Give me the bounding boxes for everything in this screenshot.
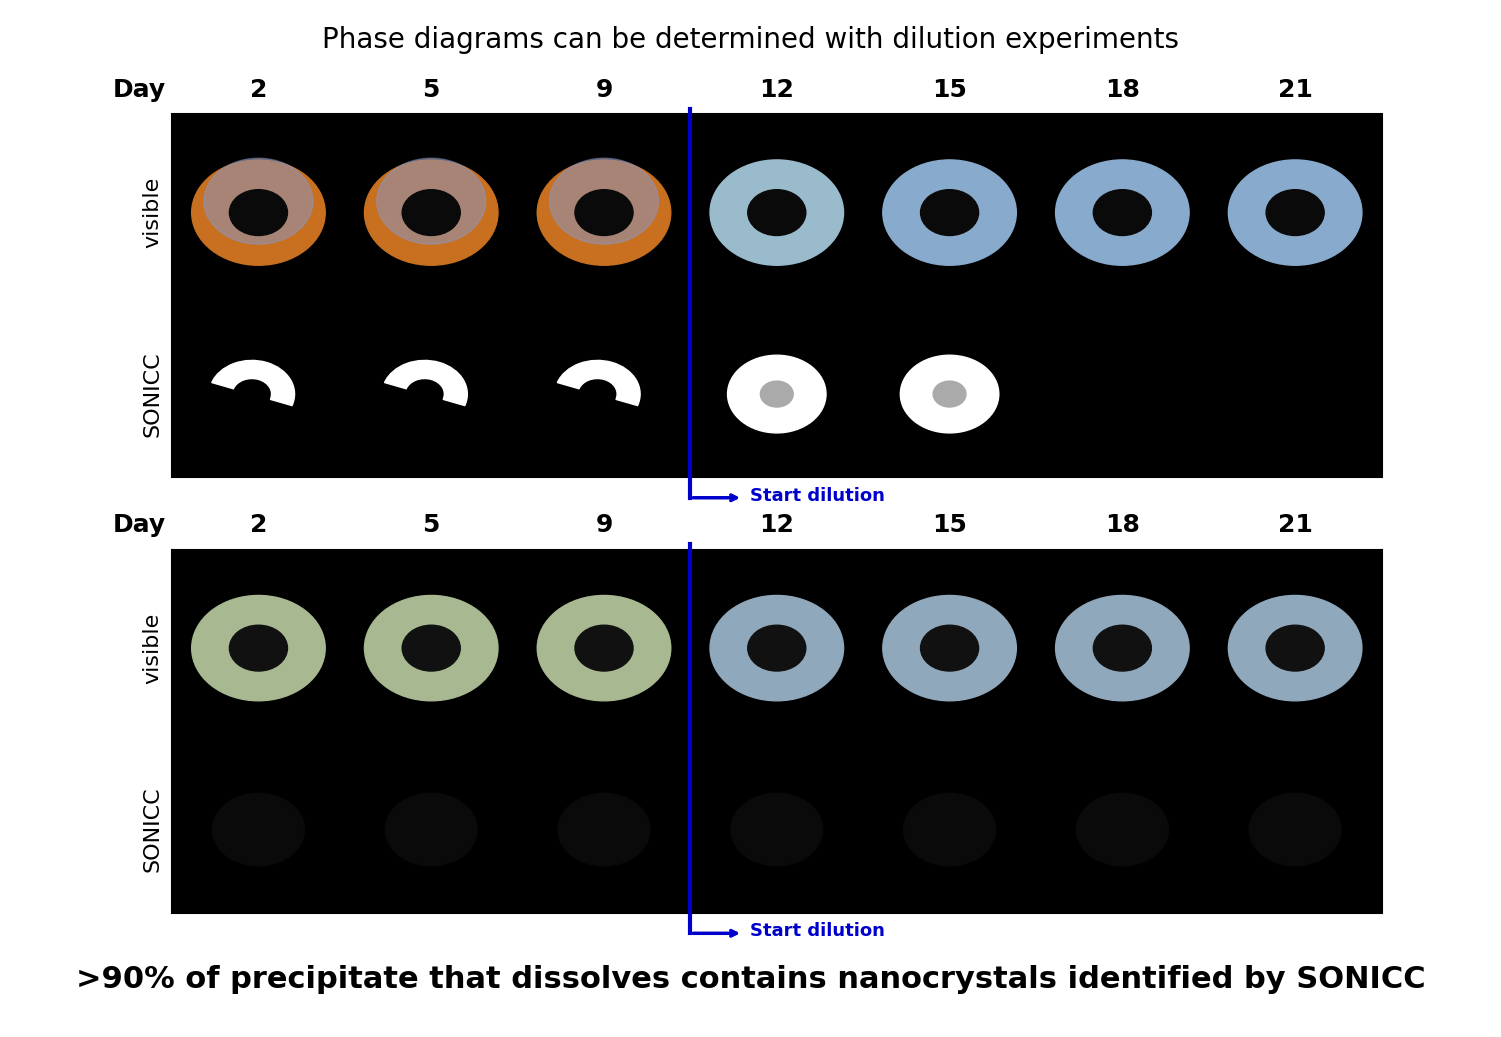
- Circle shape: [359, 156, 504, 270]
- Circle shape: [920, 190, 979, 235]
- Text: Day: Day: [113, 78, 165, 102]
- Text: 5: 5: [423, 513, 440, 537]
- Text: Start dilution: Start dilution: [749, 922, 884, 941]
- Circle shape: [901, 356, 998, 432]
- Text: Phase diagrams can be determined with dilution experiments: Phase diagrams can be determined with di…: [323, 26, 1178, 54]
- Circle shape: [213, 793, 305, 866]
- Text: 5: 5: [423, 78, 440, 102]
- Circle shape: [1228, 160, 1361, 265]
- Circle shape: [934, 382, 967, 407]
- Circle shape: [365, 160, 498, 265]
- Circle shape: [747, 190, 806, 235]
- Text: 15: 15: [932, 78, 967, 102]
- Circle shape: [877, 156, 1022, 270]
- Circle shape: [1093, 625, 1151, 671]
- Wedge shape: [212, 361, 294, 405]
- Circle shape: [531, 156, 677, 270]
- Circle shape: [761, 382, 793, 407]
- Circle shape: [710, 595, 844, 701]
- Circle shape: [230, 190, 288, 235]
- Circle shape: [1049, 591, 1195, 705]
- Text: visible: visible: [143, 613, 162, 683]
- Circle shape: [230, 625, 288, 671]
- Circle shape: [192, 160, 326, 265]
- Text: >90% of precipitate that dissolves contains nanocrystals identified by SONICC: >90% of precipitate that dissolves conta…: [75, 965, 1426, 994]
- Circle shape: [904, 793, 995, 866]
- Circle shape: [1223, 591, 1367, 705]
- Text: SONICC: SONICC: [143, 787, 162, 872]
- Circle shape: [575, 625, 633, 671]
- Text: 9: 9: [596, 78, 612, 102]
- Circle shape: [747, 625, 806, 671]
- Circle shape: [728, 356, 826, 432]
- Circle shape: [710, 160, 844, 265]
- Circle shape: [1055, 160, 1189, 265]
- Circle shape: [377, 159, 486, 244]
- Circle shape: [883, 595, 1016, 701]
- Text: 21: 21: [1277, 78, 1312, 102]
- Circle shape: [575, 190, 633, 235]
- Text: 12: 12: [760, 78, 794, 102]
- Circle shape: [1093, 190, 1151, 235]
- Circle shape: [204, 159, 312, 244]
- Circle shape: [186, 156, 332, 270]
- Circle shape: [558, 793, 650, 866]
- Text: Start dilution: Start dilution: [749, 486, 884, 505]
- Circle shape: [1055, 595, 1189, 701]
- Circle shape: [883, 160, 1016, 265]
- Circle shape: [920, 625, 979, 671]
- Circle shape: [731, 793, 823, 866]
- Circle shape: [386, 793, 477, 866]
- Wedge shape: [384, 361, 467, 405]
- Text: 15: 15: [932, 513, 967, 537]
- Circle shape: [537, 595, 671, 701]
- Text: 21: 21: [1277, 513, 1312, 537]
- Text: 18: 18: [1105, 513, 1139, 537]
- Text: 9: 9: [596, 513, 612, 537]
- Text: SONICC: SONICC: [143, 352, 162, 437]
- Circle shape: [186, 591, 332, 705]
- Text: 2: 2: [249, 513, 267, 537]
- Circle shape: [704, 156, 850, 270]
- Circle shape: [1249, 793, 1340, 866]
- Circle shape: [1223, 156, 1367, 270]
- FancyBboxPatch shape: [173, 550, 1381, 913]
- Circle shape: [402, 190, 461, 235]
- Text: 12: 12: [760, 513, 794, 537]
- Circle shape: [1049, 156, 1195, 270]
- Circle shape: [877, 591, 1022, 705]
- Circle shape: [1228, 595, 1361, 701]
- Text: 2: 2: [249, 78, 267, 102]
- Circle shape: [1267, 190, 1324, 235]
- Circle shape: [531, 591, 677, 705]
- Text: 18: 18: [1105, 78, 1139, 102]
- FancyBboxPatch shape: [173, 114, 1381, 477]
- Circle shape: [537, 160, 671, 265]
- Circle shape: [704, 591, 850, 705]
- Wedge shape: [557, 361, 639, 405]
- Circle shape: [402, 625, 461, 671]
- Circle shape: [549, 159, 659, 244]
- Text: visible: visible: [143, 177, 162, 248]
- Circle shape: [1076, 793, 1168, 866]
- Circle shape: [1267, 625, 1324, 671]
- Circle shape: [365, 595, 498, 701]
- Circle shape: [192, 595, 326, 701]
- Text: Day: Day: [113, 513, 165, 537]
- Circle shape: [359, 591, 504, 705]
